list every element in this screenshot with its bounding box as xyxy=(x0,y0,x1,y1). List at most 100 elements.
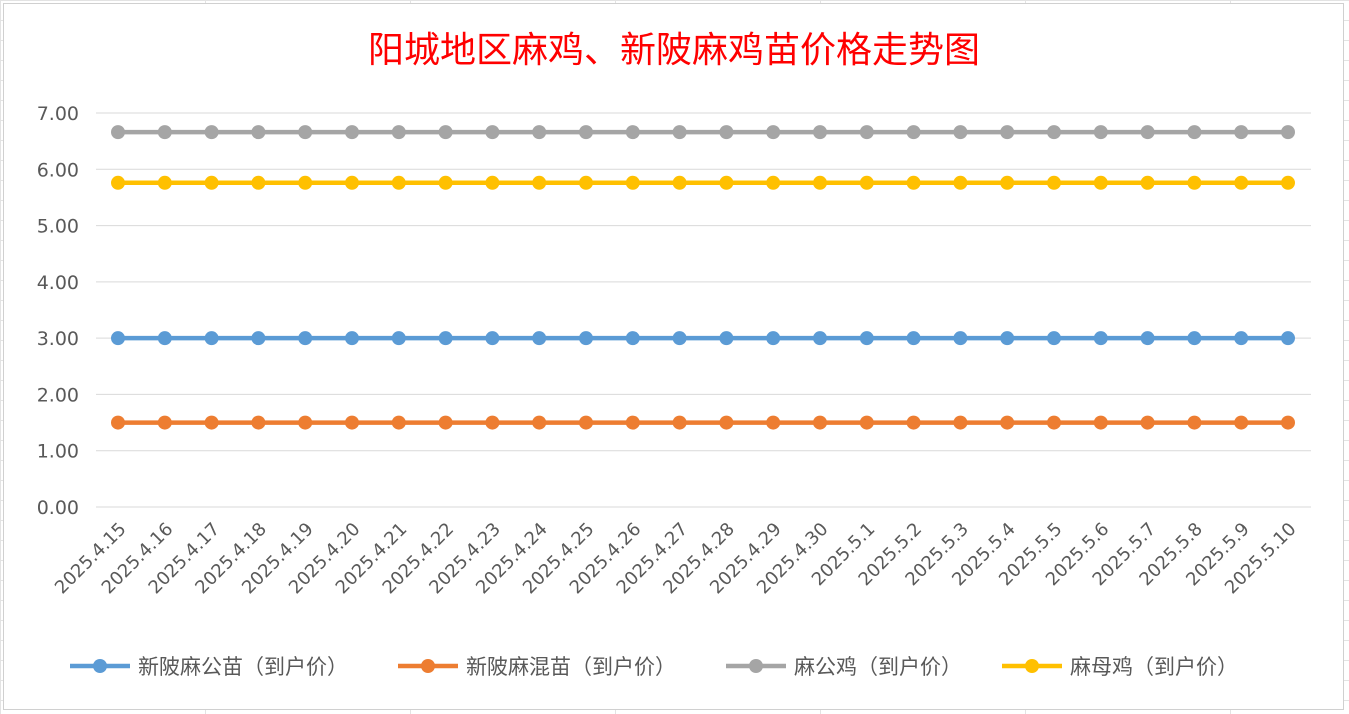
series-1 xyxy=(111,331,1295,346)
legend-item[interactable]: 新陂麻公苗（到户价） xyxy=(70,655,348,679)
y-tick-label: 6.00 xyxy=(37,159,79,181)
data-point xyxy=(1140,175,1155,190)
x-axis-ticks: 2025.4.152025.4.162025.4.172025.4.182025… xyxy=(51,519,1301,599)
data-point xyxy=(719,125,734,140)
data-point xyxy=(1187,331,1202,346)
data-point xyxy=(1281,175,1295,190)
chart-area[interactable] xyxy=(3,3,1344,710)
data-point xyxy=(859,415,874,430)
data-point xyxy=(1140,331,1155,346)
data-point xyxy=(579,331,593,346)
data-point xyxy=(672,331,687,346)
legend-label: 麻公鸡（到户价） xyxy=(794,655,962,679)
data-point xyxy=(1187,125,1202,140)
data-point xyxy=(532,415,547,430)
data-point xyxy=(204,415,219,430)
data-point xyxy=(157,175,172,190)
data-point xyxy=(813,125,827,140)
data-point xyxy=(1093,175,1108,190)
data-point xyxy=(579,415,593,430)
data-point xyxy=(1093,125,1108,140)
data-point xyxy=(625,331,640,346)
y-tick-label: 1.00 xyxy=(37,441,79,463)
data-point xyxy=(579,125,593,140)
data-point xyxy=(859,175,874,190)
data-point xyxy=(1093,331,1108,346)
series-3 xyxy=(111,125,1295,140)
data-point xyxy=(345,175,359,190)
data-point xyxy=(204,125,219,140)
data-point xyxy=(1187,175,1202,190)
data-point xyxy=(906,125,921,140)
legend-label: 新陂麻混苗（到户价） xyxy=(466,655,676,679)
data-point xyxy=(766,415,781,430)
data-point xyxy=(251,331,266,346)
series-lines xyxy=(111,125,1295,430)
data-point xyxy=(672,415,687,430)
data-point xyxy=(625,415,640,430)
data-point xyxy=(251,415,266,430)
data-point xyxy=(813,331,827,346)
legend-label: 新陂麻公苗（到户价） xyxy=(138,655,348,679)
data-point xyxy=(813,415,827,430)
data-point xyxy=(766,175,781,190)
data-point xyxy=(1281,125,1295,140)
data-point xyxy=(204,331,219,346)
data-point xyxy=(766,331,781,346)
legend-item[interactable]: 新陂麻混苗（到户价） xyxy=(398,655,676,679)
data-point xyxy=(532,331,547,346)
data-point xyxy=(1140,125,1155,140)
data-point xyxy=(391,125,406,140)
data-point xyxy=(298,175,313,190)
data-point xyxy=(766,125,781,140)
data-point xyxy=(1187,415,1202,430)
data-point xyxy=(719,415,734,430)
data-point xyxy=(251,125,266,140)
y-tick-label: 2.00 xyxy=(37,384,79,406)
data-point xyxy=(485,331,500,346)
data-point xyxy=(391,175,406,190)
data-point xyxy=(953,415,968,430)
data-point xyxy=(111,175,125,190)
data-point xyxy=(111,125,125,140)
legend: 新陂麻公苗（到户价） 新陂麻混苗（到户价） 麻公鸡（到户价） 麻母鸡（到户价） xyxy=(70,655,1238,679)
data-point xyxy=(672,125,687,140)
data-point xyxy=(298,331,313,346)
data-point xyxy=(157,331,172,346)
data-point xyxy=(298,415,313,430)
data-point xyxy=(1140,415,1155,430)
data-point xyxy=(345,415,359,430)
series-2 xyxy=(111,415,1295,430)
data-point xyxy=(859,331,874,346)
data-point xyxy=(906,331,921,346)
data-point xyxy=(906,175,921,190)
data-point xyxy=(1047,415,1061,430)
data-point xyxy=(391,331,406,346)
data-point xyxy=(1093,415,1108,430)
data-point xyxy=(1047,175,1061,190)
data-point xyxy=(1047,331,1061,346)
legend-marker xyxy=(421,659,435,673)
data-point xyxy=(1234,331,1249,346)
data-point xyxy=(625,125,640,140)
data-point xyxy=(625,175,640,190)
data-point xyxy=(204,175,219,190)
data-point xyxy=(1281,415,1295,430)
legend-item[interactable]: 麻公鸡（到户价） xyxy=(726,655,962,679)
data-point xyxy=(157,125,172,140)
data-point xyxy=(532,125,547,140)
legend-marker xyxy=(93,659,107,673)
y-tick-label: 0.00 xyxy=(37,497,79,519)
chart-title: 阳城地区麻鸡、新陂麻鸡苗价格走势图 xyxy=(368,30,980,71)
data-point xyxy=(157,415,172,430)
data-point xyxy=(719,331,734,346)
data-point xyxy=(953,331,968,346)
data-point xyxy=(485,415,500,430)
data-point xyxy=(813,175,827,190)
data-point xyxy=(438,331,453,346)
data-point xyxy=(345,331,359,346)
legend-item[interactable]: 麻母鸡（到户价） xyxy=(1002,655,1238,679)
legend-marker xyxy=(749,659,763,673)
gridlines xyxy=(96,112,1311,508)
legend-label: 麻母鸡（到户价） xyxy=(1070,655,1238,679)
